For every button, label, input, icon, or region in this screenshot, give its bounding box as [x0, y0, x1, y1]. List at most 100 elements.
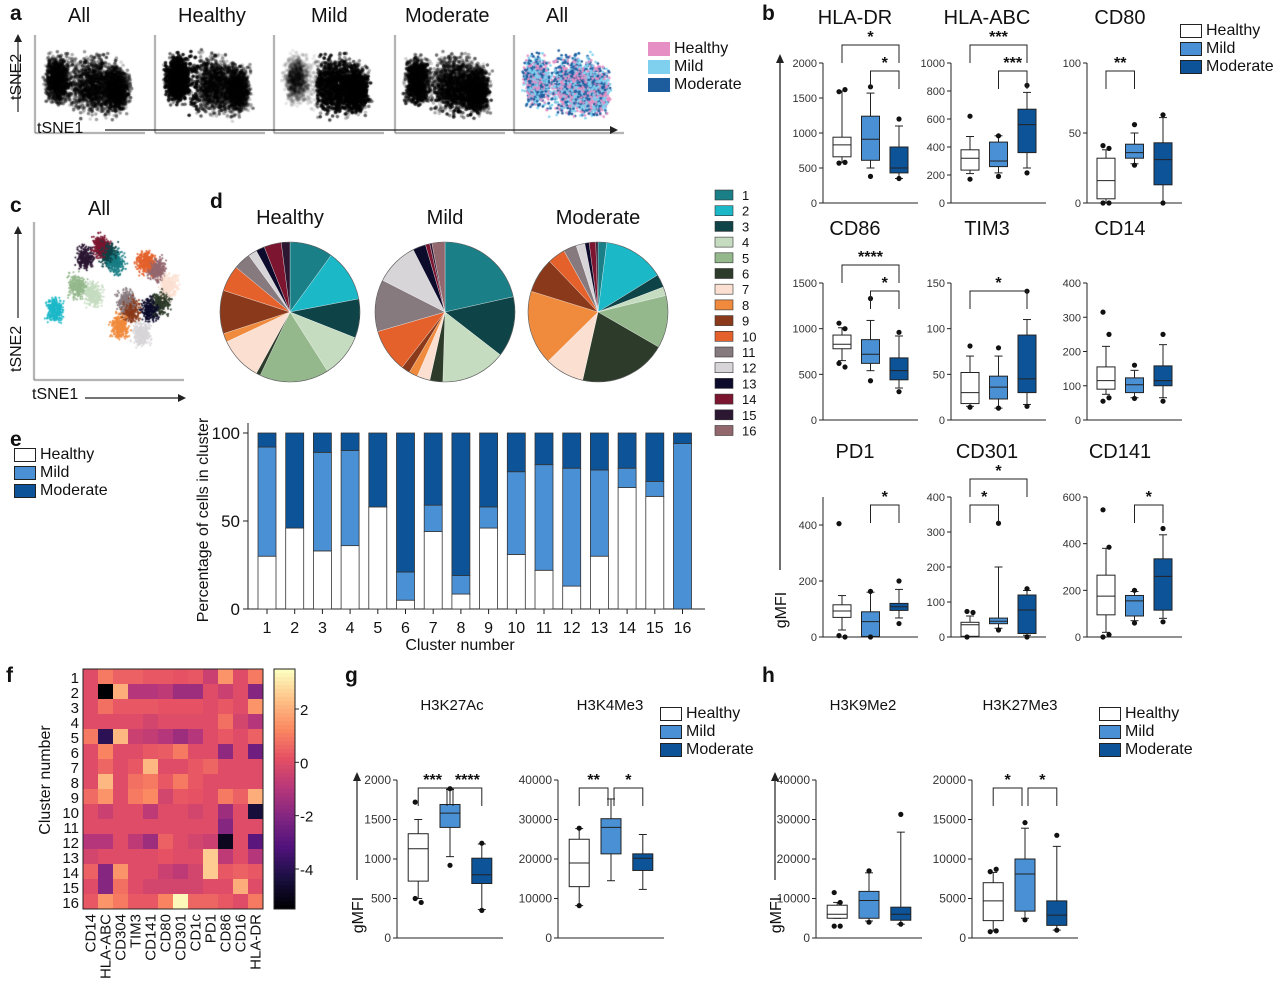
- boxplot-cd80-title: CD80: [1094, 7, 1145, 29]
- heatmap-row-label: 10: [62, 805, 79, 822]
- outlier-point-healthy: [1100, 200, 1106, 206]
- colorbar-segment: [274, 669, 295, 674]
- box-healthy: [1096, 366, 1116, 390]
- significance-bracket: [998, 70, 1028, 89]
- outlier-point-mild: [1131, 587, 1138, 593]
- y-tick-label: 100: [927, 597, 945, 609]
- y-tick-label: 200: [799, 576, 817, 588]
- heatmap-cell-7-PD1: [203, 759, 219, 775]
- heatmap-cell-9-CD304: [113, 789, 129, 805]
- heatmap-col-label: TIM3: [128, 914, 145, 948]
- outlier-point-healthy: [842, 159, 848, 165]
- heatmap-cell-1-HLA-DR: [248, 669, 264, 685]
- heatmap-cell-1-CD16: [233, 669, 249, 685]
- significance-label: *: [995, 463, 1002, 480]
- pie-title-mild: Mild: [427, 207, 464, 229]
- heatmap-cell-15-CD141: [143, 879, 159, 895]
- significance-bracket: [841, 44, 900, 63]
- box-mild: [861, 339, 880, 364]
- axis-label-bg: [770, 570, 790, 642]
- pie-outline: [219, 241, 361, 383]
- outlier-point-healthy: [831, 923, 837, 929]
- y-tick-label: 100: [927, 324, 945, 336]
- y-tick-label: 100: [1063, 381, 1081, 393]
- heatmap-cell-12-CD304: [113, 834, 129, 850]
- bar-segment-moderate-cluster-3: [312, 432, 332, 453]
- bar-segment-moderate-cluster-15: [645, 432, 665, 482]
- y-tick-label: 30000: [519, 813, 553, 827]
- outlier-point-moderate: [898, 921, 904, 927]
- heatmap-cell-15-CD80: [158, 879, 174, 895]
- outlier-point-mild: [447, 786, 453, 792]
- heatmap-cell-2-CD1c: [188, 684, 204, 700]
- significance-label: ***: [423, 772, 442, 789]
- boxplot-h3k27me3-title: H3K27Me3: [982, 697, 1057, 714]
- pie-legend-swatch-16: [714, 425, 734, 436]
- heatmap-row-label: 12: [62, 835, 79, 852]
- colorbar-segment: [274, 689, 295, 694]
- heatmap-cell-1-CD301: [173, 669, 189, 685]
- outlier-point-mild: [866, 919, 872, 925]
- heatmap-cell-16-HLA-DR: [248, 894, 264, 910]
- heatmap-cell-7-CD1c: [188, 759, 204, 775]
- bar-segment-moderate-cluster-8: [451, 432, 471, 576]
- colorbar-segment: [274, 709, 295, 714]
- outlier-point-healthy: [987, 869, 993, 875]
- outlier-point-healthy: [1100, 398, 1106, 404]
- bar-segment-healthy-cluster-10: [506, 554, 526, 610]
- heatmap-cell-15-PD1: [203, 879, 219, 895]
- heatmap-row-label: 6: [71, 745, 79, 762]
- heatmap-cell-7-TIM3: [128, 759, 144, 775]
- colorbar-segment: [274, 829, 295, 834]
- colorbar-segment: [274, 853, 295, 858]
- legend-label: Moderate: [1206, 58, 1274, 75]
- pie-legend-swatch-7: [714, 283, 734, 295]
- heatmap-row-label: 13: [62, 850, 79, 867]
- y-tick-label: 50: [933, 369, 945, 381]
- colorbar-segment: [274, 697, 295, 702]
- arrow-head-icon: [14, 226, 22, 234]
- heatmap-cell-15-TIM3: [128, 879, 144, 895]
- outlier-point-healthy: [987, 929, 993, 935]
- heatmap-cell-15-HLA-ABC: [98, 879, 114, 895]
- heatmap-row-label: 5: [71, 730, 79, 747]
- colorbar-segment: [274, 701, 295, 706]
- y-tick-label: 400: [1063, 539, 1081, 551]
- bar-segment-mild-cluster-15: [645, 480, 665, 497]
- bar-segment-mild-cluster-9: [479, 506, 499, 529]
- colorbar-segment: [274, 717, 295, 722]
- heatmap-cell-16-CD86: [218, 894, 234, 910]
- outlier-point-moderate: [479, 840, 485, 846]
- outlier-point-healthy: [412, 799, 418, 805]
- heatmap-cell-13-PD1: [203, 849, 219, 865]
- y-tick-label: 1500: [793, 93, 817, 105]
- outlier-point-moderate: [1160, 112, 1166, 118]
- y-tick-label: 400: [1063, 278, 1081, 290]
- y-tick-label: 600: [1063, 492, 1081, 504]
- significance-bracket: [578, 787, 609, 806]
- y-tick-label: 150: [927, 278, 945, 290]
- heatmap-cell-3-HLA-DR: [248, 699, 264, 715]
- bar-segment-mild-cluster-16: [673, 443, 692, 610]
- colorbar-segment: [274, 725, 295, 730]
- y-tick-label: 10000: [777, 892, 811, 906]
- heatmap-cell-7-CD14: [83, 759, 99, 775]
- y-tick-label: 0: [939, 632, 945, 644]
- y-tick-label: 100: [212, 424, 240, 443]
- heatmap-cell-8-CD141: [143, 774, 159, 790]
- legend-label: Healthy: [1206, 22, 1261, 39]
- legend-label: Healthy: [40, 446, 95, 463]
- outlier-point-moderate: [1024, 403, 1030, 409]
- colorbar-tick-label: -4: [300, 862, 313, 879]
- outlier-point-mild: [1022, 820, 1028, 826]
- y-tick-label: 600: [927, 114, 945, 126]
- heatmap-col-label: CD301: [173, 914, 190, 961]
- box-legend-b: Healthy Mild Moderate: [1180, 22, 1274, 76]
- heatmap-cell-10-TIM3: [128, 804, 144, 820]
- heatmap-cell-7-HLA-DR: [248, 759, 264, 775]
- legend-label: Moderate: [674, 76, 742, 93]
- colorbar-segment: [274, 673, 295, 678]
- y-tick-label: 800: [927, 86, 945, 98]
- heatmap-cell-13-CD14: [83, 849, 99, 865]
- bar-segment-moderate-cluster-13: [590, 432, 609, 471]
